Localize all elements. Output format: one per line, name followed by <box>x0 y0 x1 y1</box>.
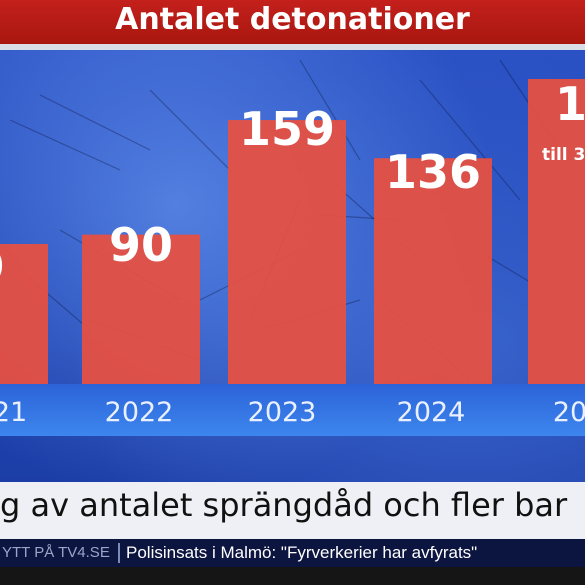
crack-line <box>39 94 151 151</box>
crack-line <box>419 79 521 201</box>
x-tick-label-2024: 2024 <box>397 397 466 428</box>
news-ticker: YTT PÅ TV4.SE Polisinsats i Malmö: "Fyrv… <box>0 539 585 567</box>
bar-2024 <box>374 158 492 384</box>
x-tick-label-2022: 2022 <box>105 397 174 428</box>
title-underline <box>0 44 585 50</box>
ticker-source: YTT PÅ TV4.SE <box>2 544 110 561</box>
crack-line <box>9 119 121 171</box>
x-tick-label-2021: 21 <box>0 397 27 428</box>
ticker-news-item: Polisinsats i Malmö: "Fyrverkerier har a… <box>126 543 478 562</box>
x-axis-band <box>0 384 585 436</box>
bar-value-label-2025: 18 <box>555 77 585 131</box>
x-tick-label-2023: 2023 <box>248 397 317 428</box>
bar-2022 <box>82 234 200 384</box>
bar-value-label-2024: 136 <box>385 145 481 199</box>
ticker-separator <box>118 543 120 563</box>
x-tick-label-2025: 20 <box>553 397 585 428</box>
bar-value-label-2022: 90 <box>109 218 173 272</box>
bar-2021 <box>0 244 48 384</box>
news-headline-bar: g av antalet sprängdåd och fler bar <box>0 482 585 539</box>
news-headline-text: g av antalet sprängdåd och fler bar <box>0 486 568 524</box>
bar-value-label-2021: 9 <box>0 240 5 294</box>
bar-2023 <box>228 120 346 384</box>
title-bar: Antalet detonationer <box>0 0 585 44</box>
screen-bezel <box>0 567 585 585</box>
bar-value-label-2023: 159 <box>239 102 335 156</box>
crack-line <box>299 59 361 161</box>
chart-title: Antalet detonationer <box>115 2 470 37</box>
bar-annotation: till 3 <box>542 145 585 165</box>
bar-2025 <box>528 79 585 384</box>
